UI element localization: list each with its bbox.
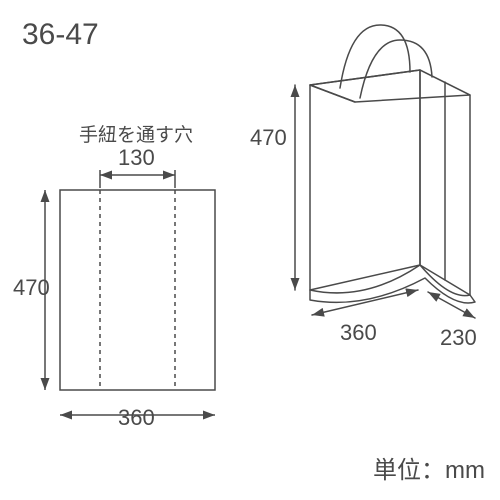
iso-view [295, 25, 475, 318]
iso-handle-back [360, 40, 432, 98]
diagram-svg [0, 0, 500, 500]
iso-bottom-edge [310, 278, 475, 303]
iso-front-face [310, 70, 420, 290]
flat-rect [60, 190, 215, 390]
iso-top-fold [310, 85, 355, 102]
flat-view [45, 170, 215, 415]
iso-top-opening [310, 70, 470, 102]
